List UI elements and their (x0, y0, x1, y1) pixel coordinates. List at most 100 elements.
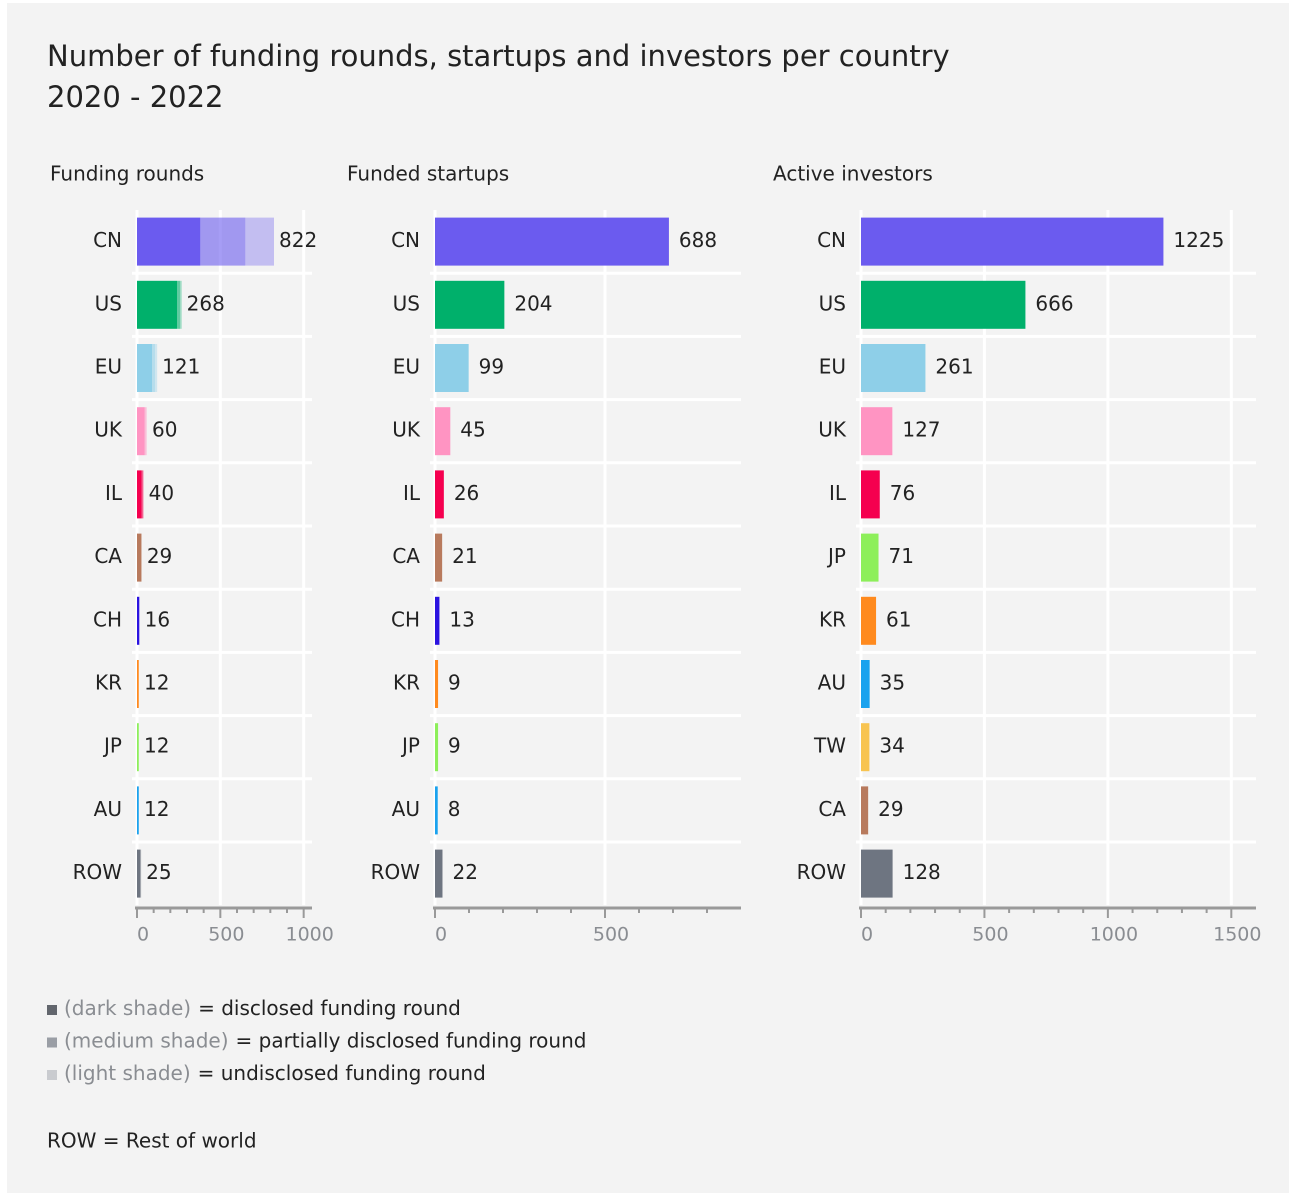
chart-subtitle: 2020 - 2022 (47, 80, 224, 114)
category-label: EU (819, 355, 846, 379)
category-label: AU (818, 671, 846, 695)
category-label: JP (826, 544, 846, 568)
category-label: CA (392, 544, 420, 568)
category-label: UK (94, 418, 123, 442)
value-label: 21 (452, 544, 477, 568)
value-label: 12 (144, 797, 169, 821)
value-label: 76 (890, 481, 915, 505)
x-tick-label: 1500 (1213, 924, 1261, 946)
bar-segment (137, 660, 139, 708)
bar (861, 723, 870, 772)
x-tick-label: 500 (593, 924, 629, 946)
bar-segment (141, 470, 143, 519)
category-label: AU (94, 797, 122, 821)
value-label: 61 (886, 607, 911, 631)
bar-segment (137, 723, 139, 772)
bar-segment (155, 344, 158, 392)
legend-entry: (medium shade) = partially disclosed fund… (64, 1028, 586, 1052)
bar-segment (245, 217, 274, 266)
bar (435, 723, 439, 772)
bar-segment (137, 533, 142, 582)
value-label: 12 (144, 734, 169, 758)
value-label: 9 (448, 734, 461, 758)
category-label: IL (105, 481, 123, 505)
legend-label: = undisclosed funding round (198, 1061, 486, 1085)
value-label: 35 (880, 671, 905, 695)
value-label: 822 (279, 228, 317, 252)
bar-segment (152, 344, 155, 392)
x-tick-label: 0 (861, 924, 873, 946)
x-tick-label: 500 (208, 924, 244, 946)
bar-segment (140, 849, 141, 898)
category-label: ROW (797, 860, 847, 884)
category-label: US (393, 291, 420, 315)
bar (861, 596, 877, 645)
value-label: 8 (448, 797, 461, 821)
value-label: 261 (935, 355, 973, 379)
legend-swatch (47, 1005, 57, 1015)
bar (861, 217, 1164, 266)
x-tick-label: 1000 (285, 924, 333, 946)
legend-entry: (light shade) = undisclosed funding round (64, 1061, 486, 1085)
category-label: CN (93, 228, 122, 252)
bar-segment (137, 280, 177, 329)
value-label: 12 (144, 671, 169, 695)
value-label: 99 (479, 355, 504, 379)
category-label: US (95, 291, 122, 315)
panel-title: Active investors (773, 162, 933, 186)
bar (435, 660, 439, 708)
value-label: 13 (449, 607, 474, 631)
bar-segment (137, 786, 139, 835)
chart-title: Number of funding rounds, startups and i… (47, 39, 950, 73)
value-label: 34 (879, 734, 904, 758)
legend-swatch (47, 1037, 57, 1048)
x-tick-label: 1000 (1090, 924, 1138, 946)
bar-segment (145, 407, 147, 456)
category-label: US (819, 291, 846, 315)
value-label: 666 (1035, 291, 1073, 315)
category-label: CA (818, 797, 846, 821)
category-label: KR (95, 671, 122, 695)
category-label: KR (819, 607, 846, 631)
category-label: AU (392, 797, 420, 821)
category-label: EU (393, 355, 420, 379)
bar (435, 280, 505, 329)
x-tick-label: 500 (972, 924, 1008, 946)
category-label: ROW (73, 860, 123, 884)
category-label: ROW (371, 860, 421, 884)
value-label: 60 (152, 418, 177, 442)
bar-segment (137, 470, 142, 519)
legend-swatch (47, 1070, 57, 1080)
bar (435, 596, 440, 645)
bar (435, 344, 469, 392)
category-label: UK (818, 418, 847, 442)
bar (861, 344, 926, 392)
category-label: UK (392, 418, 421, 442)
value-label: 268 (187, 291, 225, 315)
bar-segment (200, 217, 246, 266)
bar-segment (137, 217, 201, 266)
value-label: 121 (162, 355, 200, 379)
legend-label: = disclosed funding round (198, 996, 461, 1020)
bar (435, 407, 451, 456)
bar-segment (143, 470, 144, 519)
bar-segment (137, 344, 152, 392)
value-label: 22 (452, 860, 477, 884)
bar (861, 533, 879, 582)
bar-segment (180, 280, 182, 329)
bar (861, 407, 893, 456)
bar (435, 217, 669, 266)
note: ROW = Rest of world (47, 1129, 257, 1153)
category-label: CA (94, 544, 122, 568)
category-label: KR (393, 671, 420, 695)
bar (435, 849, 443, 898)
value-label: 1225 (1173, 228, 1224, 252)
category-label: CN (391, 228, 420, 252)
bar-segment (137, 596, 139, 645)
legend-label: = partially disclosed funding round (236, 1028, 587, 1052)
bar (861, 660, 870, 708)
legend-name: (dark shade) (64, 996, 191, 1020)
bar (435, 533, 443, 582)
